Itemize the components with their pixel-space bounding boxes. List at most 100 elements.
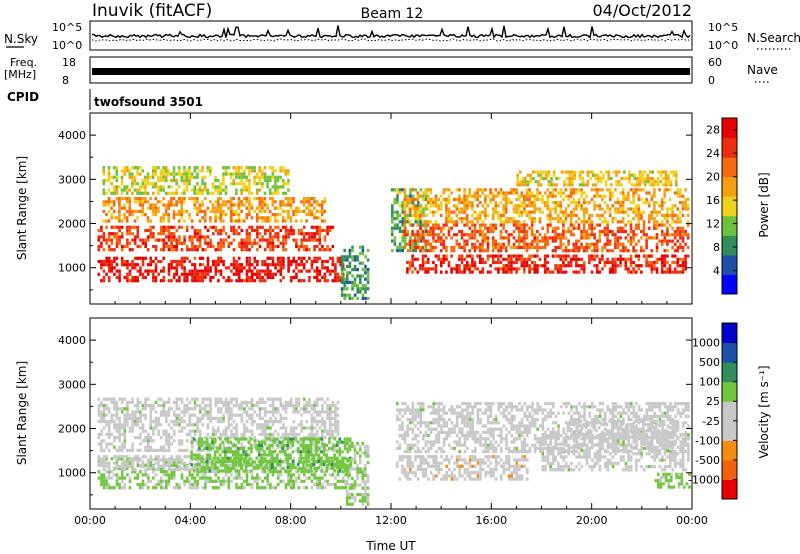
power-cell [313, 232, 316, 236]
power-cell [258, 269, 262, 273]
velocity-cell [191, 445, 194, 449]
velocity-cell [310, 457, 314, 461]
power-cell [112, 191, 116, 195]
power-cell [396, 191, 399, 195]
power-cell [361, 287, 365, 291]
velocity-cell [149, 466, 153, 471]
velocity-cell [198, 467, 202, 472]
power-cell [585, 245, 589, 250]
velocity-cell [193, 397, 197, 401]
power-cell [406, 217, 409, 221]
velocity-cell [128, 429, 132, 433]
power-cell [643, 170, 647, 174]
velocity-cell [341, 479, 345, 483]
power-cell [359, 290, 362, 294]
power-cell [593, 264, 596, 268]
velocity-cell [232, 436, 236, 440]
velocity-cell [204, 442, 207, 446]
power-cell [144, 197, 147, 201]
power-cell [245, 178, 249, 183]
velocity-cell [175, 482, 179, 487]
power-cell [146, 206, 150, 210]
velocity-cell [126, 420, 129, 424]
power-cell [128, 279, 132, 283]
power-cell [460, 229, 464, 234]
power-cell [614, 236, 617, 240]
power-cell [258, 206, 262, 210]
power-cell [434, 239, 438, 243]
power-cell [434, 204, 438, 208]
power-cell [533, 270, 537, 274]
power-cell [637, 204, 641, 208]
power-cell [136, 197, 139, 201]
velocity-cell [165, 410, 168, 414]
power-cell [162, 275, 166, 280]
power-cell [266, 269, 270, 273]
power-cell [515, 239, 518, 243]
velocity-cell [336, 479, 340, 483]
power-cell [523, 257, 526, 261]
power-cell [608, 210, 612, 214]
power-cell [170, 178, 173, 183]
power-cell [523, 229, 526, 234]
velocity-cell [289, 479, 293, 483]
power-cell [102, 232, 106, 236]
power-cell [250, 269, 254, 273]
power-cell [523, 242, 526, 246]
power-cell [154, 256, 158, 260]
velocity-cell [123, 455, 127, 459]
power-cell [222, 172, 225, 176]
velocity-cell [102, 410, 106, 414]
power-cell [510, 264, 513, 268]
power-cell [198, 238, 202, 242]
power-cell [554, 254, 557, 258]
power-cell [107, 203, 111, 207]
power-cell [616, 264, 620, 268]
power-cell [279, 263, 283, 267]
power-cell [271, 244, 275, 249]
power-cell [468, 267, 472, 271]
power-cell [222, 166, 225, 170]
velocity-cell [240, 400, 244, 404]
velocity-cell [144, 473, 147, 477]
power-cell [525, 213, 529, 217]
power-cell [281, 182, 285, 186]
power-cell [276, 269, 280, 273]
power-cell [404, 194, 407, 198]
power-cell [476, 229, 479, 234]
power-cell [536, 191, 539, 195]
power-cell [159, 238, 163, 242]
power-cell [183, 256, 186, 260]
power-cell [523, 264, 526, 268]
power-cell [586, 173, 590, 177]
power-cell [188, 175, 191, 179]
power-cell [297, 269, 301, 273]
velocity-cell [256, 476, 259, 480]
velocity-cell [115, 423, 119, 427]
velocity-cell [118, 436, 121, 440]
power-cell [617, 180, 621, 184]
power-cell [507, 260, 511, 265]
power-cell [162, 169, 165, 173]
power-cell [211, 259, 215, 264]
power-cell [120, 178, 124, 183]
power-cell [588, 220, 591, 224]
power-cell [476, 204, 479, 208]
power-cell [167, 191, 171, 195]
power-cell [424, 204, 427, 208]
power-cell [250, 241, 254, 245]
power-cell [196, 275, 199, 280]
power-cell [676, 220, 680, 224]
power-cell [445, 236, 448, 240]
power-cell [237, 166, 241, 170]
power-cell [302, 203, 306, 207]
power-cell [167, 169, 171, 173]
power-cell [261, 238, 264, 242]
power-cell [478, 188, 482, 192]
power-cell [650, 194, 654, 198]
power-cell [133, 256, 137, 260]
power-cell [590, 270, 594, 274]
power-cell [640, 213, 643, 217]
velocity-cell [172, 439, 176, 443]
power-cell [219, 219, 223, 223]
